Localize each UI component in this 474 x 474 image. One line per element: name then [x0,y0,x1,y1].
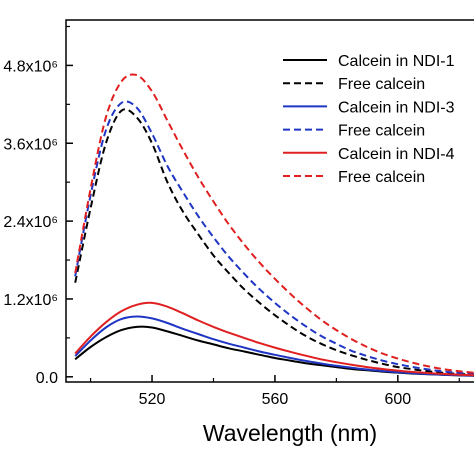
x-tick-label: 560 [262,391,289,408]
y-tick-label: 1.2x10⁶ [3,292,58,309]
legend-label-6: Free calcein [338,169,425,186]
legend-label-2: Free calcein [338,76,425,93]
x-tick-label: 520 [139,391,166,408]
legend-label-3: Calcein in NDI-3 [338,99,455,116]
x-axis-title: Wavelength (nm) [203,420,377,446]
series-line-3 [74,315,474,377]
legend-label-5: Calcein in NDI-4 [338,146,455,163]
x-tick-label: 600 [384,391,411,408]
plot-frame [65,19,474,383]
series-line-4 [74,100,474,375]
legend-label-4: Free calcein [338,123,425,140]
legend-label-1: Calcein in NDI-1 [338,53,455,70]
y-tick-label: 2.4x10⁶ [3,214,58,231]
series-line-1 [74,325,474,377]
series-line-2 [74,108,474,376]
y-tick-label: 0.0 [36,370,58,387]
legend: Calcein in NDI-1 Free calcein Calcein in N… [283,53,455,186]
series-layer [74,73,474,377]
axis-ticks: 5205606006400.01.2x10⁶2.4x10⁶3.6x10⁶4.8x… [3,25,460,408]
series-line-6 [74,73,474,374]
y-tick-label: 3.6x10⁶ [3,136,58,153]
series-line-5 [74,301,474,377]
y-tick-label: 4.8x10⁶ [3,58,58,75]
